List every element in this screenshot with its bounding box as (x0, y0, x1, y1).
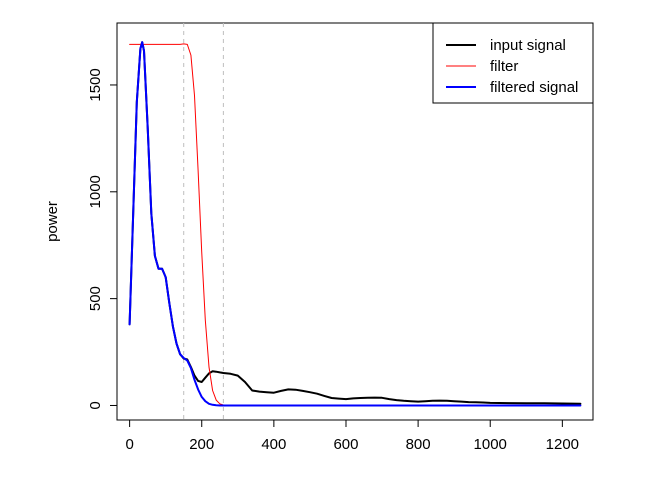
legend-label: filter (490, 58, 518, 75)
legend-label: filtered signal (490, 79, 578, 96)
y-tick-label: 1000 (87, 175, 104, 208)
x-tick-label: 400 (261, 436, 286, 453)
y-tick-label: 0 (87, 401, 104, 409)
x-tick-label: 0 (125, 436, 133, 453)
x-tick-label: 1200 (546, 436, 579, 453)
x-tick-label: 200 (189, 436, 214, 453)
y-tick-label: 1500 (87, 68, 104, 101)
legend-label: input signal (490, 37, 566, 54)
x-tick-label: 1000 (474, 436, 507, 453)
legend-box (432, 22, 594, 104)
series-line-filtered-signal (128, 41, 582, 407)
y-axis-title: power (44, 201, 61, 242)
x-tick-label: 600 (333, 436, 358, 453)
y-tick-label: 500 (87, 286, 104, 311)
x-tick-label: 800 (406, 436, 431, 453)
legend: input signal filter filtered signal (432, 22, 594, 104)
